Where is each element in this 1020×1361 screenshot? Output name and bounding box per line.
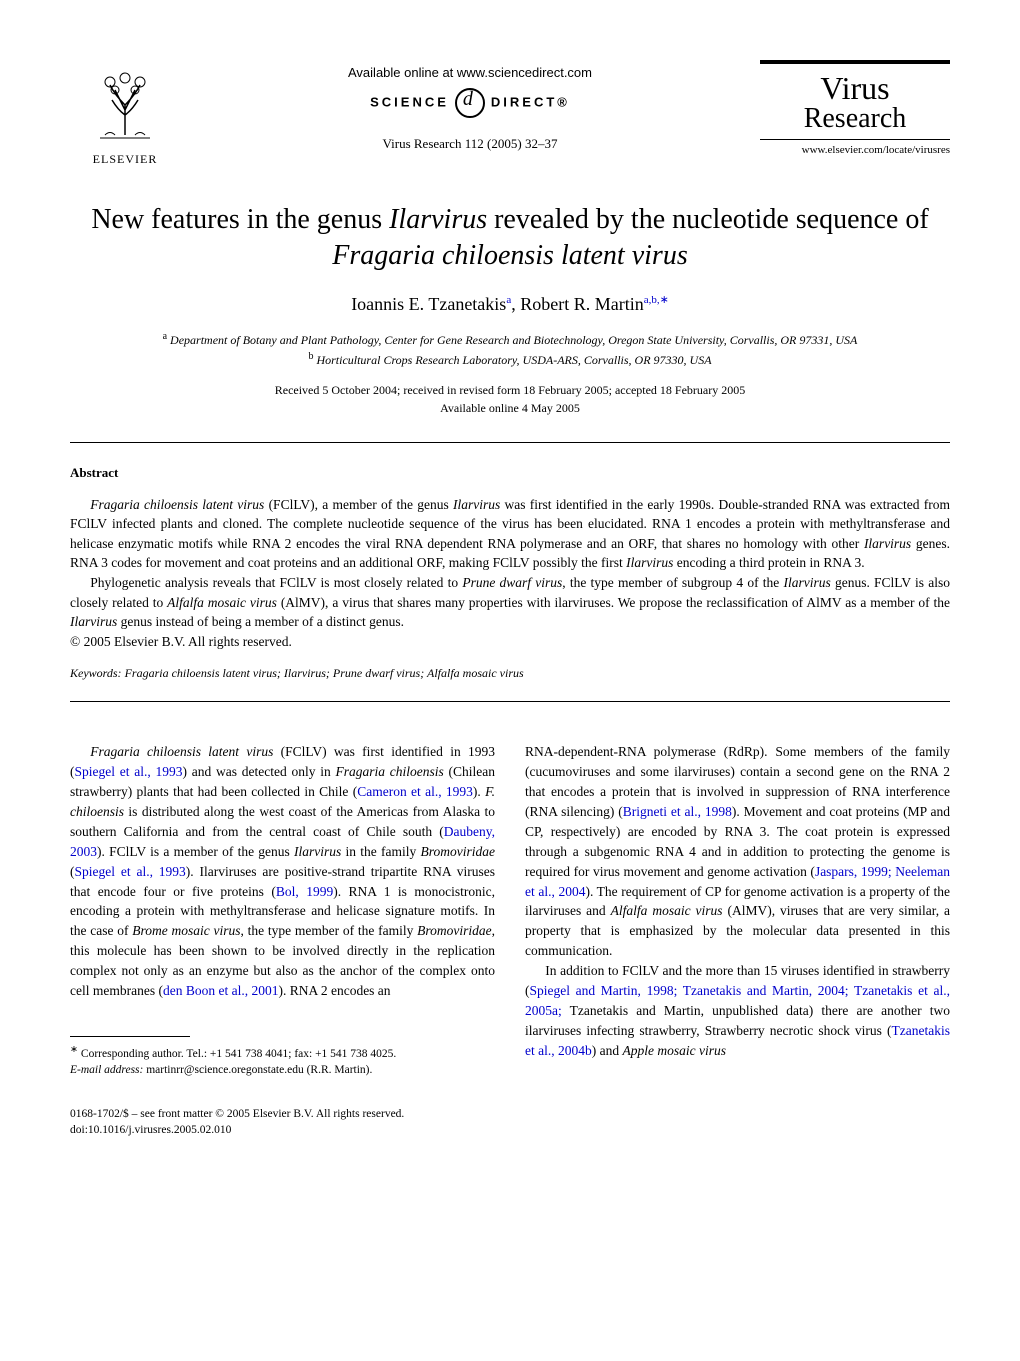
page-footer: 0168-1702/$ – see front matter © 2005 El… [70, 1106, 950, 1138]
dates-line1: Received 5 October 2004; received in rev… [275, 383, 746, 397]
available-online-text: Available online at www.sciencedirect.co… [180, 65, 760, 80]
author-sep: , [511, 294, 520, 314]
rule-top [70, 442, 950, 443]
keywords: Keywords: Fragaria chiloensis latent vir… [70, 666, 950, 681]
footnote-text: Corresponding author. Tel.: +1 541 738 4… [78, 1048, 396, 1060]
center-header: Available online at www.sciencedirect.co… [180, 60, 760, 152]
journal-block: Virus Research www.elsevier.com/locate/v… [760, 60, 950, 156]
abstract-body: Fragaria chiloensis latent virus (FClLV)… [70, 495, 950, 632]
cite[interactable]: Brigneti et al., 1998 [623, 804, 732, 819]
footer-line2: doi:10.1016/j.virusres.2005.02.010 [70, 1124, 231, 1136]
header-row: ELSEVIER Available online at www.science… [70, 60, 950, 167]
publisher-logo-block: ELSEVIER [70, 60, 180, 167]
email: martinrr@science.oregonstate.edu (R.R. M… [143, 1064, 372, 1076]
footnote: ∗ Corresponding author. Tel.: +1 541 738… [70, 1043, 495, 1078]
cite[interactable]: den Boon et al., 2001 [163, 983, 278, 998]
sciencedirect-logo: SCIENCE DIRECT® [180, 88, 760, 118]
body-c2p2: In addition to FClLV and the more than 1… [525, 961, 950, 1061]
abstract-heading: Abstract [70, 465, 950, 481]
publisher-name: ELSEVIER [70, 152, 180, 167]
affiliations: a Department of Botany and Plant Patholo… [70, 329, 950, 369]
title-italic2: Fragaria chiloensis latent virus [332, 240, 687, 271]
aff-a: Department of Botany and Plant Pathology… [167, 333, 857, 347]
journal-reference: Virus Research 112 (2005) 32–37 [180, 136, 760, 152]
journal-name-1: Virus [760, 72, 950, 104]
sd-right: DIRECT® [491, 95, 570, 110]
sd-left: SCIENCE [370, 95, 449, 110]
authors: Ioannis E. Tzanetakisa, Robert R. Martin… [70, 293, 950, 315]
article-dates: Received 5 October 2004; received in rev… [70, 381, 950, 417]
aff-b: Horticultural Crops Research Laboratory,… [313, 353, 711, 367]
article-title: New features in the genus Ilarvirus reve… [90, 202, 930, 275]
author-2-sup: a,b, [644, 294, 660, 306]
footer-line1: 0168-1702/$ – see front matter © 2005 El… [70, 1108, 404, 1120]
title-part1: New features in the genus [91, 204, 389, 235]
body-c1p1: Fragaria chiloensis latent virus (FClLV)… [70, 742, 495, 1002]
author-1: Ioannis E. Tzanetakis [351, 294, 506, 314]
cite[interactable]: Cameron et al., 1993 [357, 784, 473, 799]
dates-line2: Available online 4 May 2005 [440, 401, 580, 415]
title-part2: revealed by the nucleotide sequence of [487, 204, 929, 235]
elsevier-tree-icon [90, 60, 160, 145]
title-italic1: Ilarvirus [389, 204, 487, 235]
footnote-rule [70, 1036, 190, 1037]
body-columns: Fragaria chiloensis latent virus (FClLV)… [70, 742, 950, 1079]
journal-title-box: Virus Research [760, 60, 950, 140]
email-label: E-mail address: [70, 1064, 143, 1076]
body-c2p1: RNA-dependent-RNA polymerase (RdRp). Som… [525, 742, 950, 962]
keywords-label: Keywords: [70, 666, 125, 680]
abstract-p2: Phylogenetic analysis reveals that FClLV… [70, 573, 950, 632]
copyright: © 2005 Elsevier B.V. All rights reserved… [70, 634, 950, 650]
abstract-p1: Fragaria chiloensis latent virus (FClLV)… [70, 495, 950, 573]
journal-url: www.elsevier.com/locate/virusres [760, 144, 950, 156]
sd-circle-icon [455, 88, 485, 118]
rule-bottom [70, 701, 950, 702]
cite[interactable]: Spiegel et al., 1993 [75, 764, 183, 779]
journal-name-2: Research [760, 104, 950, 135]
cite[interactable]: Spiegel et al., 1993 [75, 864, 186, 879]
column-left: Fragaria chiloensis latent virus (FClLV)… [70, 742, 495, 1079]
paper-page: ELSEVIER Available online at www.science… [0, 0, 1020, 1189]
column-right: RNA-dependent-RNA polymerase (RdRp). Som… [525, 742, 950, 1079]
author-2: Robert R. Martin [520, 294, 644, 314]
cite[interactable]: Bol, 1999 [276, 884, 333, 899]
footnote-sym: ∗ [70, 1044, 78, 1055]
corr-marker: ∗ [660, 294, 669, 306]
